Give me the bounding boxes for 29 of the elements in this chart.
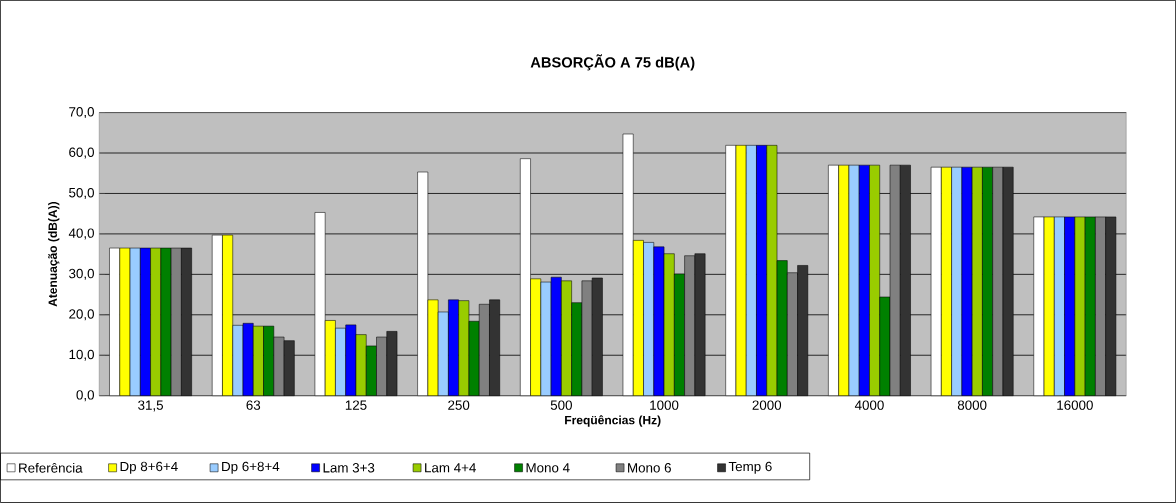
y-tick-label: 30,0 <box>69 268 94 280</box>
y-tick-label: 10,0 <box>69 349 94 361</box>
x-tick-label: 31,5 <box>138 400 164 412</box>
x-axis-title: Freqüências (Hz) <box>565 415 661 427</box>
y-tick-label: 50,0 <box>69 187 94 200</box>
chart-title: ABSORÇÃO A 75 dB(A) <box>530 54 695 71</box>
legend-label: Temp 6 <box>728 461 772 474</box>
x-tick-label: 8000 <box>957 400 987 410</box>
x-tick-label: 16000 <box>1057 400 1093 410</box>
legend-label: Dp 6+8+4 <box>222 461 280 474</box>
legend-label: Mono 6 <box>628 463 671 473</box>
x-tick-label: 250 <box>448 400 470 410</box>
legend-label: Referência <box>19 462 83 473</box>
y-tick-label: 0,0 <box>76 390 94 402</box>
x-tick-label: 500 <box>550 400 572 410</box>
y-tick-label: 60,0 <box>69 147 94 159</box>
legend-label: Mono 4 <box>526 463 570 473</box>
x-tick-label: 2000 <box>752 400 782 410</box>
y-tick-label: 20,0 <box>69 309 94 321</box>
y-axis-title: Atenuação (dB(A)) <box>48 202 60 307</box>
x-tick-label: 4000 <box>854 400 884 410</box>
x-tick-label: 63 <box>246 400 261 410</box>
y-tick-label: 40,0 <box>68 228 94 240</box>
legend-label: Dp 8+6+4 <box>120 461 178 474</box>
x-tick-label: 125 <box>345 400 367 410</box>
legend-label: Lam 4+4 <box>425 463 476 473</box>
legend-label: Lam 3+3 <box>323 463 375 473</box>
x-tick-label: 1000 <box>650 400 679 410</box>
y-tick-label: 70,0 <box>69 107 94 119</box>
